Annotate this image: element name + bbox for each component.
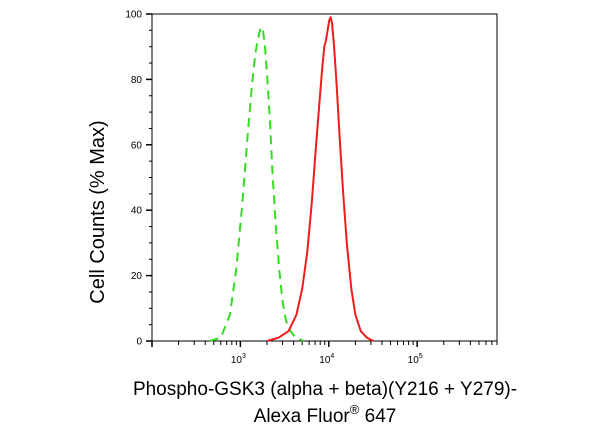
x-tick-label-1e4: 104 [319, 353, 334, 366]
x-tick-label-exponent: 4 [330, 353, 334, 360]
y-tick-label-20: 20 [131, 271, 143, 282]
y-tick-label-80: 80 [131, 75, 143, 86]
x-axis-label-line2-sup: ® [350, 402, 360, 417]
x-tick-label-exponent: 5 [419, 353, 423, 360]
x-axis-label-line2-tail: 647 [359, 406, 396, 427]
x-tick-label-base: 10 [319, 355, 331, 366]
series-layer [209, 16, 374, 342]
y-tick-label-100: 100 [125, 10, 142, 21]
plot-frame [151, 13, 498, 342]
x-tick-label-base: 10 [408, 355, 420, 366]
x-tick-label-exponent: 3 [242, 353, 246, 360]
x-axis-label-line2-main: Alexa Fluor [254, 406, 351, 427]
series-line-1 [266, 16, 374, 342]
y-tick-label-60: 60 [131, 140, 143, 151]
y-axis-label: Cell Counts (% Max) [87, 120, 109, 303]
y-tick-label-40: 40 [131, 206, 143, 217]
series-line-0 [209, 26, 305, 342]
x-tick-label-1e3: 103 [231, 353, 246, 366]
x-tick-label-1e5: 105 [408, 353, 423, 366]
x-axis-label-line1: Phospho-GSK3 (alpha + beta)(Y216 + Y279)… [133, 379, 517, 400]
y-tick-label-0: 0 [136, 337, 142, 348]
x-axis-label-line2: Alexa Fluor® 647 [254, 402, 397, 427]
x-tick-label-base: 10 [231, 355, 243, 366]
